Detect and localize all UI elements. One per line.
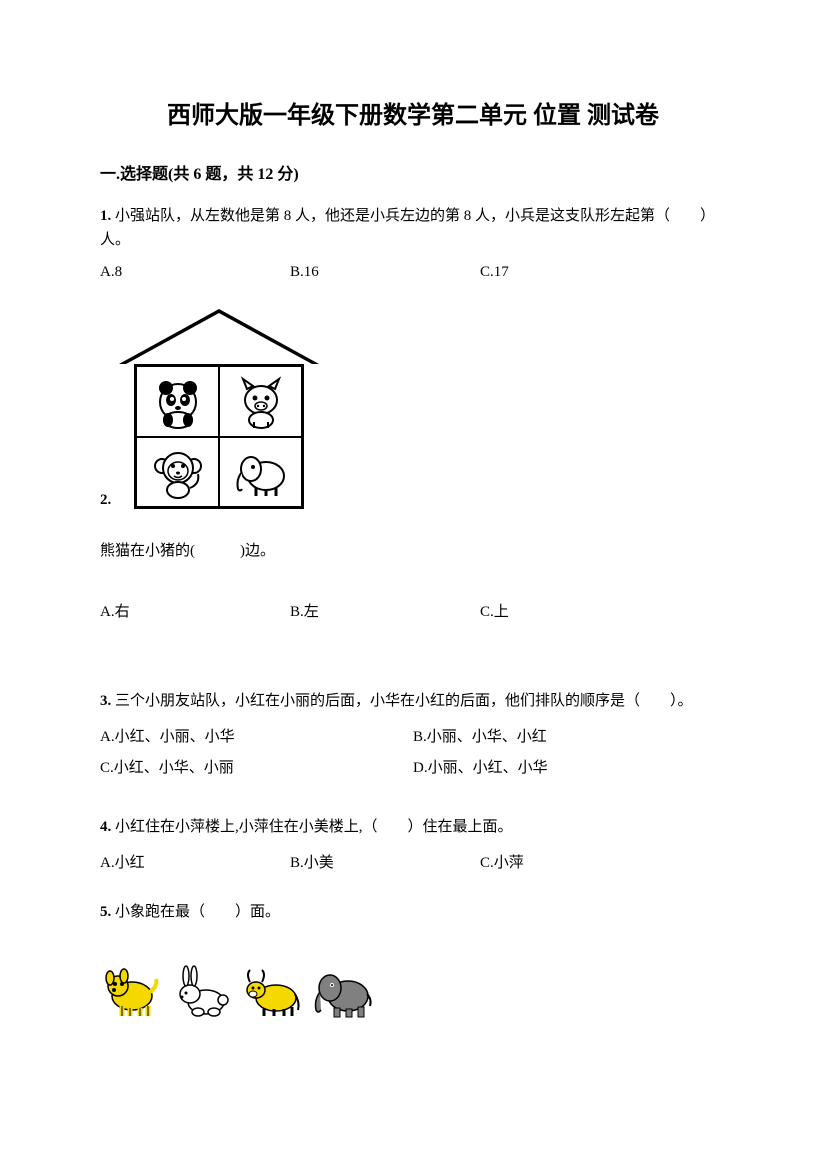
q1-options: A.8 B.16 C.17 (100, 264, 726, 281)
house-grid (134, 364, 304, 509)
q1-number: 1. (100, 208, 111, 224)
cell-monkey (136, 437, 219, 508)
q2-number: 2. (100, 492, 111, 509)
panda-icon (148, 374, 208, 429)
elephant-icon (310, 964, 375, 1019)
q4-text: 小红住在小萍楼上,小萍住在小美楼上,（ ）住在最上面。 (115, 819, 513, 835)
cell-panda (136, 366, 219, 437)
monkey-icon (148, 444, 208, 499)
pig-icon (231, 374, 291, 429)
dog-icon (100, 964, 165, 1019)
q1-option-b: B.16 (290, 264, 480, 281)
question-3: 3. 三个小朋友站队，小红在小丽的后面，小华在小红的后面，他们排队的顺序是（ ）… (100, 689, 726, 713)
q5-animals-row (100, 964, 726, 1019)
q3-text: 三个小朋友站队，小红在小丽的后面，小华在小红的后面，他们排队的顺序是（ ）。 (115, 693, 693, 709)
q5-text: 小象跑在最（ ）面。 (115, 904, 280, 920)
q3-number: 3. (100, 693, 111, 709)
question-1: 1. 小强站队，从左数他是第 8 人，他还是小兵左边的第 8 人，小兵是这支队形… (100, 204, 726, 252)
q3-options: A.小红、小丽、小华 B.小丽、小华、小红 C.小红、小华、小丽 D.小丽、小红… (100, 725, 726, 787)
question-2-figure: 2. (100, 309, 726, 509)
q2-text: 熊猫在小猪的( )边。 (100, 539, 726, 560)
q3-option-c: C.小红、小华、小丽 (100, 756, 413, 777)
section-header: 一.选择题(共 6 题，共 12 分) (100, 160, 726, 184)
elephant-icon (231, 444, 291, 499)
q2-option-b: B.左 (290, 600, 480, 621)
cow-icon (240, 964, 305, 1019)
q3-option-b: B.小丽、小华、小红 (413, 725, 726, 746)
q2-option-a: A.右 (100, 600, 290, 621)
question-5: 5. 小象跑在最（ ）面。 (100, 900, 726, 924)
q3-option-d: D.小丽、小红、小华 (413, 756, 726, 777)
q3-option-a: A.小红、小丽、小华 (100, 725, 413, 746)
page-title: 西师大版一年级下册数学第二单元 位置 测试卷 (100, 95, 726, 130)
q1-text: 小强站队，从左数他是第 8 人，他还是小兵左边的第 8 人，小兵是这支队形左起第… (100, 208, 715, 248)
cell-elephant (219, 437, 302, 508)
house-diagram (119, 309, 319, 509)
question-4: 4. 小红住在小萍楼上,小萍住在小美楼上,（ ）住在最上面。 (100, 815, 726, 839)
q4-number: 4. (100, 819, 111, 835)
q5-number: 5. (100, 904, 111, 920)
q2-option-c: C.上 (480, 600, 670, 621)
q4-option-a: A.小红 (100, 851, 290, 872)
rabbit-icon (170, 964, 235, 1019)
cell-pig (219, 366, 302, 437)
q4-options: A.小红 B.小美 C.小萍 (100, 851, 726, 872)
q2-options: A.右 B.左 C.上 (100, 600, 726, 621)
q1-option-a: A.8 (100, 264, 290, 281)
q1-option-c: C.17 (480, 264, 670, 281)
q4-option-b: B.小美 (290, 851, 480, 872)
q4-option-c: C.小萍 (480, 851, 670, 872)
